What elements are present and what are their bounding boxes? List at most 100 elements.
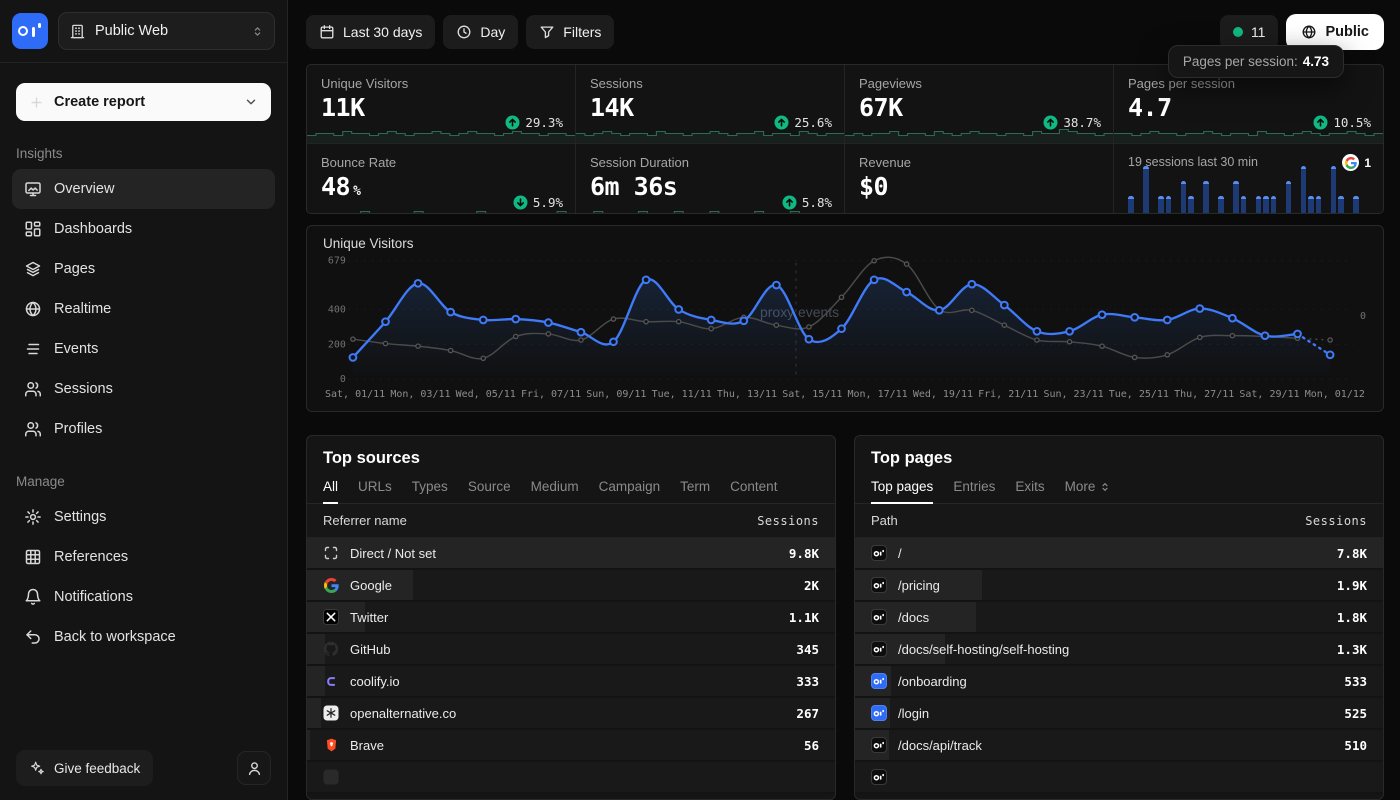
table-row[interactable]: /7.8K: [855, 538, 1383, 571]
table-row[interactable]: /login 525: [855, 698, 1383, 731]
references-icon: [24, 548, 42, 566]
metric-card-pageviews[interactable]: Pageviews 67K 38.7%: [845, 65, 1114, 144]
live-bar: [1285, 181, 1291, 213]
metric-card-session-duration[interactable]: Session Duration 6m 36s 5.8%: [576, 144, 845, 213]
openpanel-logo-icon: [12, 13, 48, 49]
tab-top-pages[interactable]: Top pages: [871, 479, 934, 505]
user-icon: [246, 760, 263, 777]
notifications-icon: [24, 588, 42, 606]
live-bar: [1203, 181, 1209, 213]
realtime-icon: [24, 300, 42, 318]
public-share-button[interactable]: Public: [1286, 14, 1384, 50]
table-row[interactable]: /pricing 1.9K: [855, 570, 1383, 603]
sidebar-item-label: Profiles: [54, 421, 103, 437]
arrow-up-circle-icon: [505, 115, 520, 130]
workspace-name: Public Web: [95, 23, 169, 39]
live-sessions-bar-chart: [1128, 165, 1373, 213]
tab-all[interactable]: All: [323, 479, 339, 505]
top-sources-tabs: All URLs Types Source Medium Campaign Term Cont…: [307, 479, 835, 505]
give-feedback-button[interactable]: Give feedback: [16, 750, 154, 786]
change-badge: 25.6%: [774, 115, 832, 130]
sidebar-item-sessions[interactable]: Sessions: [12, 369, 275, 409]
tab-types[interactable]: Types: [411, 479, 448, 495]
table-row-partial[interactable]: [855, 762, 1383, 795]
table-row[interactable]: openalternative.co 267: [307, 698, 835, 731]
live-sessions-card[interactable]: 19 sessions last 30 min 1: [1114, 144, 1383, 213]
tab-campaign[interactable]: Campaign: [598, 479, 661, 495]
sparkline: [593, 210, 800, 213]
x-tick-label: Tue, 11/11: [651, 388, 712, 400]
sidebar-item-overview[interactable]: Overview: [12, 169, 275, 209]
arrow-down-circle-icon: [513, 195, 528, 210]
table-row[interactable]: GitHub 345: [307, 634, 835, 667]
toolbar-right: 11 Public: [1219, 14, 1384, 50]
arrow-up-circle-icon: [774, 115, 789, 130]
workspace-select[interactable]: Public Web: [58, 12, 275, 50]
tab-urls[interactable]: URLs: [358, 479, 392, 495]
interval-button[interactable]: Day: [443, 15, 519, 49]
op-dark-icon: [871, 577, 887, 594]
top-sources-card: Top sources All URLs Types Source Medium Camp…: [306, 435, 836, 800]
filters-button[interactable]: Filters: [526, 15, 615, 49]
tab-entries[interactable]: Entries: [953, 479, 996, 495]
table-row[interactable]: Google 2K: [307, 570, 835, 603]
tab-medium[interactable]: Medium: [530, 479, 579, 495]
table-row[interactable]: /docs 1.8K: [855, 602, 1383, 635]
live-visitors-button[interactable]: 11: [1219, 15, 1279, 49]
sidebar-item-pages[interactable]: Pages: [12, 249, 275, 289]
metric-card-revenue[interactable]: Revenue $0: [845, 144, 1114, 213]
tab-exits[interactable]: Exits: [1015, 479, 1045, 495]
tab-more[interactable]: More: [1065, 479, 1112, 503]
sidebar-item-dashboards[interactable]: Dashboards: [12, 209, 275, 249]
sidebar-item-realtime[interactable]: Realtime: [12, 289, 275, 329]
date-range-button[interactable]: Last 30 days: [306, 15, 436, 49]
metric-card-unique-visitors[interactable]: Unique Visitors 11K 29.3%: [307, 65, 576, 144]
arrow-up-circle-icon: [1043, 115, 1058, 130]
profiles-icon: [24, 420, 42, 438]
table-row[interactable]: /onboarding 533: [855, 666, 1383, 699]
top-pages-card: Top pages Top pages Entries Exits More Path…: [854, 435, 1384, 800]
table-row[interactable]: Brave 56: [307, 730, 835, 763]
openalternative-icon: [323, 705, 339, 721]
live-bar: [1143, 166, 1149, 213]
sidebar-item-label: Events: [54, 341, 99, 357]
table-row[interactable]: Twitter 1.1K: [307, 602, 835, 635]
x-tick-label: Thu, 13/11: [716, 388, 778, 400]
op-dark-icon: [871, 737, 887, 754]
tab-source[interactable]: Source: [467, 479, 511, 495]
sidebar-nav: Insights Overview Dashboards Pages Realtime E…: [0, 121, 287, 657]
table-row-partial[interactable]: [307, 762, 835, 795]
create-report-button[interactable]: Create report: [16, 83, 271, 121]
sidebar-item-references[interactable]: References: [12, 537, 275, 577]
metric-card-pages-per-session[interactable]: Pages per session 4.7 10.5%: [1114, 65, 1383, 144]
live-bar: [1240, 196, 1246, 213]
chevron-down-icon: [244, 95, 258, 109]
svg-text:0: 0: [1360, 311, 1366, 322]
sidebar-item-profiles[interactable]: Profiles: [12, 409, 275, 449]
sidebar-item-notifications[interactable]: Notifications: [12, 577, 275, 617]
sidebar-item-events[interactable]: Events: [12, 329, 275, 369]
table-row[interactable]: coolify.io 333: [307, 666, 835, 699]
sidebar-item-back-to-workspace[interactable]: Back to workspace: [12, 617, 275, 657]
live-bar: [1128, 196, 1134, 213]
tab-content[interactable]: Content: [730, 479, 778, 495]
sparkline: [307, 130, 575, 143]
op-blue-icon: [871, 705, 887, 722]
tab-term[interactable]: Term: [680, 479, 711, 495]
change-badge: 5.9%: [513, 195, 563, 210]
metric-card-bounce-rate[interactable]: Bounce Rate 48% 5.9%: [307, 144, 576, 213]
table-row[interactable]: /docs/api/track 510: [855, 730, 1383, 763]
svg-text:0: 0: [340, 374, 346, 385]
sparkline: [576, 130, 844, 143]
metric-card-sessions[interactable]: Sessions 14K 25.6%: [576, 65, 845, 144]
sidebar-item-label: Realtime: [54, 301, 112, 317]
main-chart-card[interactable]: Unique Visitors 0 200 400 679 proxy events 0 …: [306, 224, 1384, 413]
op-blue-icon: [871, 673, 887, 690]
sidebar-item-settings[interactable]: Settings: [12, 497, 275, 537]
table-row[interactable]: /docs/self-hosting/self-hosting 1.3K: [855, 634, 1383, 667]
user-menu-button[interactable]: [237, 751, 271, 785]
table-row[interactable]: Direct / Not set 9.8K: [307, 538, 835, 571]
svg-text:400: 400: [328, 304, 346, 315]
tables-row: Top sources All URLs Types Source Medium Camp…: [306, 435, 1384, 800]
